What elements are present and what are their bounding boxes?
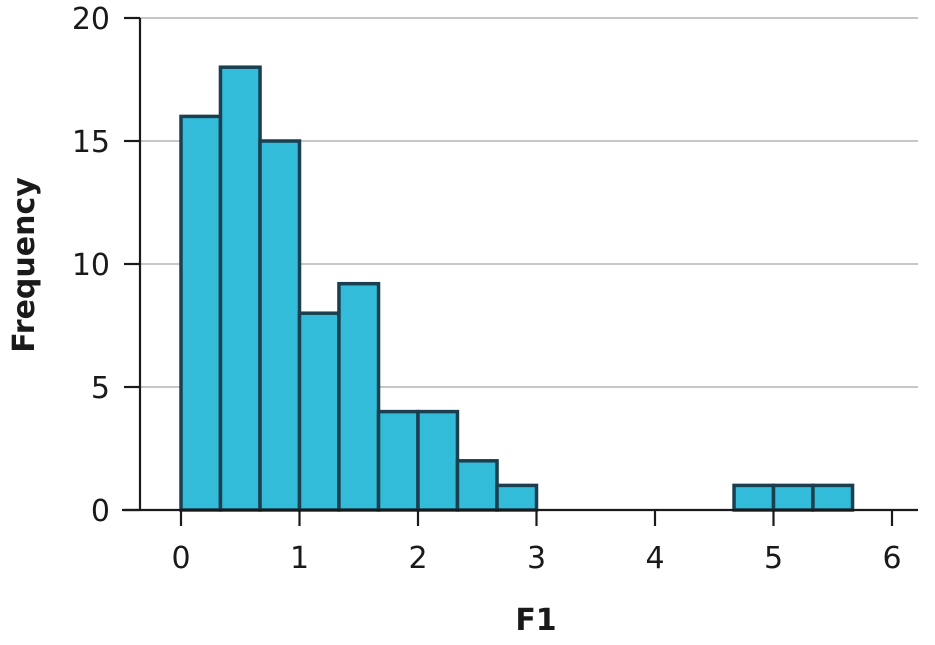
y-tick-label: 0 (91, 494, 110, 529)
histogram-bar (495, 483, 539, 512)
axes (122, 16, 918, 526)
x-tick-label: 1 (290, 541, 309, 576)
y-axis-title: Frequency (7, 177, 42, 353)
x-tick-label: 2 (408, 541, 427, 576)
x-tick-label: 5 (764, 541, 783, 576)
y-tick-label: 20 (72, 2, 110, 37)
histogram-bar (416, 409, 460, 512)
histogram-bar (771, 483, 815, 512)
x-tick-label: 0 (171, 541, 190, 576)
tick-labels: 0 5 10 15 20 0 1 2 3 4 5 6 (72, 2, 902, 576)
x-tick-label: 3 (527, 541, 546, 576)
x-axis-title: F1 (515, 603, 556, 638)
y-tick-label: 5 (91, 371, 110, 406)
y-tick-label: 15 (72, 125, 110, 160)
histogram-bar (179, 114, 223, 512)
histogram-bar (376, 409, 420, 512)
histogram-bar (297, 311, 341, 512)
histogram-bar (732, 483, 776, 512)
y-tick-label: 10 (72, 248, 110, 283)
histogram-bar (811, 483, 855, 512)
histogram-bar (337, 281, 381, 512)
x-tick-label: 6 (882, 541, 901, 576)
bars (179, 65, 855, 512)
histogram-bar (455, 459, 499, 512)
histogram-bar (218, 65, 262, 512)
x-tick-label: 4 (645, 541, 664, 576)
histogram-bar (258, 139, 302, 512)
